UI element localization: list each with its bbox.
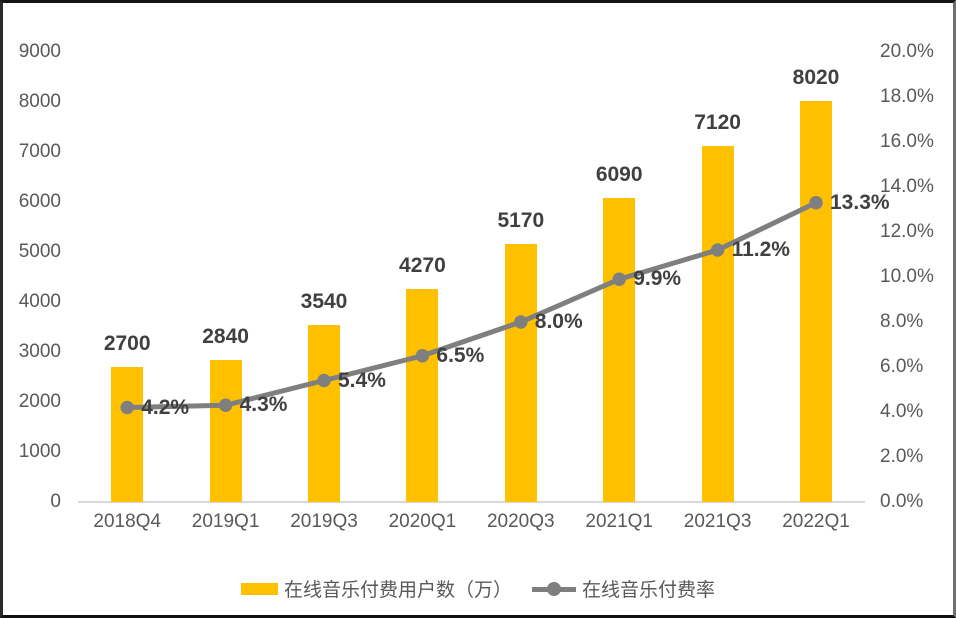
- line-point-label: 13.3%: [830, 190, 890, 214]
- y-axis-right-tick-label: 10.0%: [880, 266, 934, 287]
- y-axis-left-tick-label: 3000: [18, 341, 61, 362]
- y-axis-left-tick-label: 6000: [18, 191, 61, 212]
- y-axis-right-tick-label: 18.0%: [880, 86, 934, 107]
- y-axis-left-tick-label: 9000: [18, 41, 61, 62]
- bar: [406, 288, 439, 502]
- y-axis-right-tick-label: 2.0%: [880, 446, 924, 467]
- bar-value-label: 8020: [792, 66, 840, 89]
- bar-value-label: 4270: [399, 253, 446, 277]
- bar-value-label: 7120: [694, 111, 741, 134]
- line-point-label: 8.0%: [534, 310, 583, 333]
- x-axis-tick-label: 2020Q3: [486, 511, 555, 532]
- line-point-label: 4.2%: [141, 395, 190, 419]
- legend-item-pay-rate: 在线音乐付费率: [532, 575, 715, 602]
- y-axis-left-tick-label: 4000: [18, 291, 61, 312]
- bar: [504, 243, 537, 502]
- y-axis-right-tick-label: 14.0%: [880, 176, 934, 197]
- y-axis-left-tick-label: 7000: [18, 141, 61, 162]
- line-series-swatch: [532, 581, 576, 596]
- bar: [701, 146, 734, 502]
- bar: [800, 101, 832, 502]
- line-point-label: 5.4%: [338, 368, 386, 392]
- legend-item-paid-users: 在线音乐付费用户数（万）: [240, 575, 512, 602]
- plot-area: 0 1000 2000 3000 4000 5000 6000 7000 8000 9000 0.0…: [3, 3, 953, 615]
- bar-value-label: 6090: [595, 162, 643, 186]
- x-axis-line: [78, 501, 866, 503]
- bar: [111, 367, 144, 502]
- y-axis-right-tick-label: 20.0%: [880, 41, 934, 62]
- bar: [308, 325, 340, 502]
- x-axis-tick-label: 2020Q1: [388, 511, 457, 532]
- x-axis-tick-label: 2021Q1: [585, 511, 653, 532]
- bar: [603, 197, 636, 502]
- legend: 在线音乐付费用户数（万） 在线音乐付费率: [3, 575, 953, 602]
- bar-series-label: 在线音乐付费用户数（万）: [283, 580, 512, 601]
- y-axis-left-tick-label: 0: [50, 491, 61, 512]
- line-point-label: 4.3%: [239, 393, 288, 417]
- y-axis-left-tick-label: 5000: [18, 241, 61, 262]
- line-point-label: 9.9%: [633, 267, 682, 291]
- bar-value-label: 3540: [300, 290, 348, 313]
- bar-value-label: 5170: [497, 208, 545, 232]
- x-axis-tick-label: 2021Q3: [683, 511, 752, 532]
- y-axis-right-tick-label: 6.0%: [880, 356, 924, 377]
- line-point-label: 11.2%: [731, 238, 790, 261]
- y-axis-right-tick-label: 12.0%: [880, 221, 934, 242]
- x-axis-tick-label: 2019Q1: [191, 511, 260, 532]
- x-axis-tick-label: 2022Q1: [782, 511, 850, 532]
- line-point-label: 6.5%: [436, 343, 485, 367]
- bar-value-label: 2700: [103, 332, 151, 355]
- y-axis-left-tick-label: 2000: [18, 391, 61, 412]
- bar-series-swatch: [240, 582, 278, 595]
- x-axis-tick-label: 2018Q4: [93, 511, 161, 532]
- line-series-label: 在线音乐付费率: [582, 580, 716, 601]
- y-axis-right-tick-label: 16.0%: [880, 131, 934, 152]
- y-axis-left-tick-label: 1000: [18, 441, 61, 462]
- y-axis-right-tick-label: 4.0%: [880, 401, 924, 422]
- bar: [209, 360, 242, 502]
- y-axis-right-tick-label: 8.0%: [880, 311, 924, 332]
- x-axis-tick-label: 2019Q3: [290, 511, 358, 532]
- y-axis-left-tick-label: 8000: [18, 91, 61, 112]
- bar-value-label: 2840: [202, 325, 249, 348]
- y-axis-right-tick-label: 0.0%: [880, 491, 924, 512]
